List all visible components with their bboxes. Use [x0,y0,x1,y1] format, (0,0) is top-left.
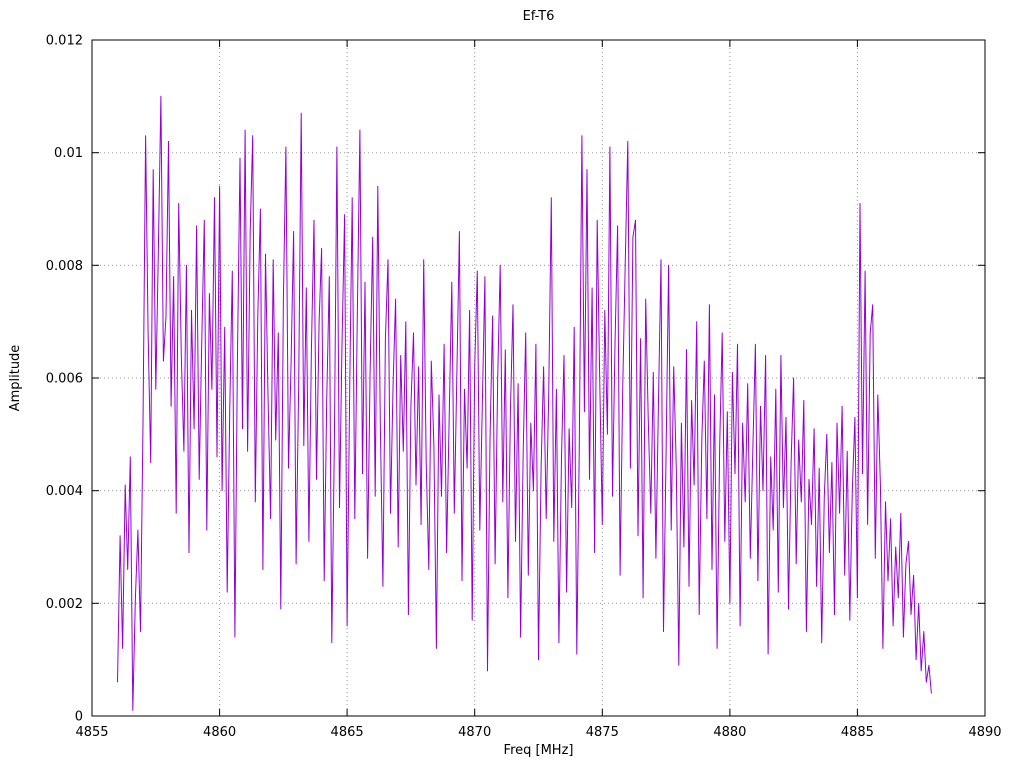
svg-text:4865: 4865 [331,725,364,740]
svg-text:4860: 4860 [203,725,236,740]
svg-text:0.004: 0.004 [46,484,83,499]
svg-text:0: 0 [75,710,83,725]
chart-title: Ef-T6 [522,9,555,24]
svg-text:0.012: 0.012 [46,34,83,49]
svg-text:0.006: 0.006 [46,372,83,387]
svg-text:4870: 4870 [458,725,491,740]
svg-text:4875: 4875 [586,725,619,740]
svg-text:4885: 4885 [841,725,874,740]
svg-text:0.01: 0.01 [54,146,83,161]
x-axis-label: Freq [MHz] [503,743,574,758]
svg-text:4855: 4855 [75,725,108,740]
svg-text:4890: 4890 [968,725,1001,740]
y-axis-label: Amplitude [8,344,23,412]
svg-text:0.002: 0.002 [46,597,83,612]
svg-text:4880: 4880 [713,725,746,740]
spectrum-trace [117,95,932,711]
svg-text:0.008: 0.008 [46,259,83,274]
